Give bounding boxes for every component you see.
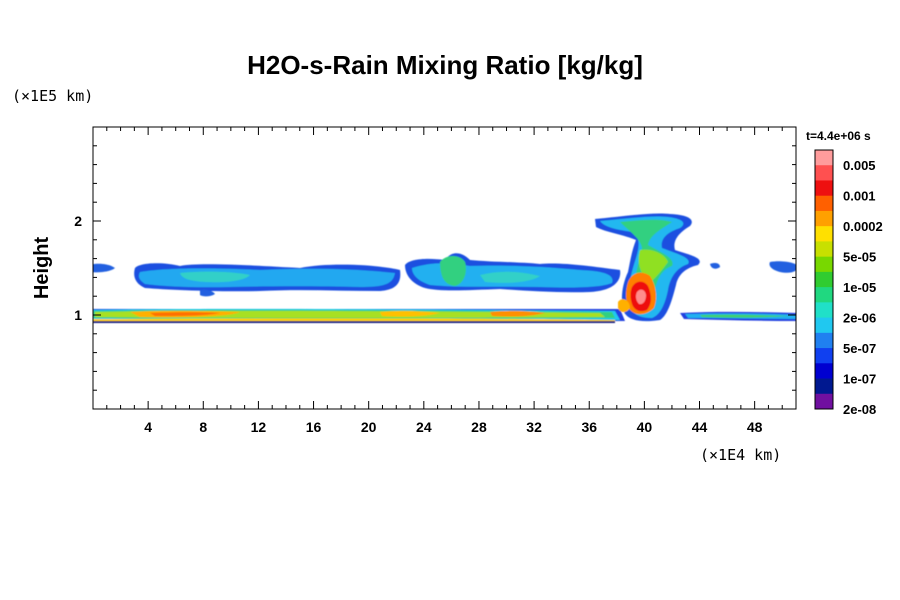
colorbar-swatch — [815, 363, 833, 379]
y-axis: 12 — [74, 145, 796, 391]
x-tick-label: 28 — [471, 419, 487, 435]
colorbar-label: 1e-07 — [843, 372, 876, 387]
x-tick-label: 16 — [306, 419, 322, 435]
colorbar-label: 0.0002 — [843, 219, 883, 234]
x-tick-label: 48 — [747, 419, 763, 435]
x-tick-label: 4 — [144, 419, 152, 435]
colorbar-label: 2e-06 — [843, 311, 876, 326]
colorbar-label: 5e-07 — [843, 341, 876, 356]
colorbar-frame — [814, 149, 834, 410]
convective-cell — [595, 213, 700, 322]
x-axis: 4 8 12 16 20 24 28 32 36 40 44 48 — [106, 127, 783, 435]
y-tick-label: 2 — [74, 213, 82, 229]
chart-title: H2O-s-Rain Mixing Ratio [kg/kg] — [247, 50, 643, 80]
colorbar-swatch — [815, 378, 833, 395]
colorbar-swatch — [815, 195, 833, 212]
colorbar-swatch — [815, 165, 833, 181]
plot-frame — [92, 126, 797, 410]
colorbar-swatch — [815, 150, 833, 166]
colorbar-label: 0.005 — [843, 158, 876, 173]
colorbar-swatch — [815, 241, 833, 258]
colorbar-swatch — [815, 393, 833, 410]
colorbar-swatch — [815, 180, 833, 197]
colorbar-swatch — [815, 271, 833, 288]
x-tick-label: 32 — [526, 419, 542, 435]
y-tick-label: 1 — [74, 307, 82, 323]
upper-cloud-band — [93, 253, 796, 297]
x-tick-label: 24 — [416, 419, 432, 435]
colorbar: 0.005 0.001 0.0002 5e-05 1e-05 2e-06 5e-07 1e-0… — [814, 149, 883, 417]
colorbar-label: 1e-05 — [843, 280, 876, 295]
x-tick-label: 44 — [692, 419, 708, 435]
colorbar-swatch — [815, 348, 833, 364]
x-tick-label: 8 — [199, 419, 207, 435]
x-tick-label: 36 — [581, 419, 597, 435]
colorbar-swatch — [815, 226, 833, 242]
colorbar-label: 0.001 — [843, 189, 876, 204]
colorbar-swatch — [815, 302, 833, 318]
colorbar-swatch — [815, 332, 833, 349]
colorbar-label: 5e-05 — [843, 250, 876, 265]
x-unit-label: (×1E4 km) — [700, 446, 781, 464]
time-label: t=4.4e+06 s — [806, 129, 871, 143]
colorbar-swatch — [815, 256, 833, 273]
x-tick-label: 40 — [637, 419, 653, 435]
y-unit-label: (×1E5 km) — [12, 87, 93, 105]
y-axis-label: Height — [31, 237, 53, 300]
lower-layer-band — [93, 308, 796, 323]
contour-field — [93, 213, 796, 323]
colorbar-label: 2e-08 — [843, 402, 876, 417]
x-tick-label: 20 — [361, 419, 377, 435]
x-tick-label: 12 — [251, 419, 267, 435]
colorbar-swatch — [815, 317, 833, 334]
colorbar-swatch — [815, 210, 833, 227]
colorbar-swatch — [815, 287, 833, 303]
